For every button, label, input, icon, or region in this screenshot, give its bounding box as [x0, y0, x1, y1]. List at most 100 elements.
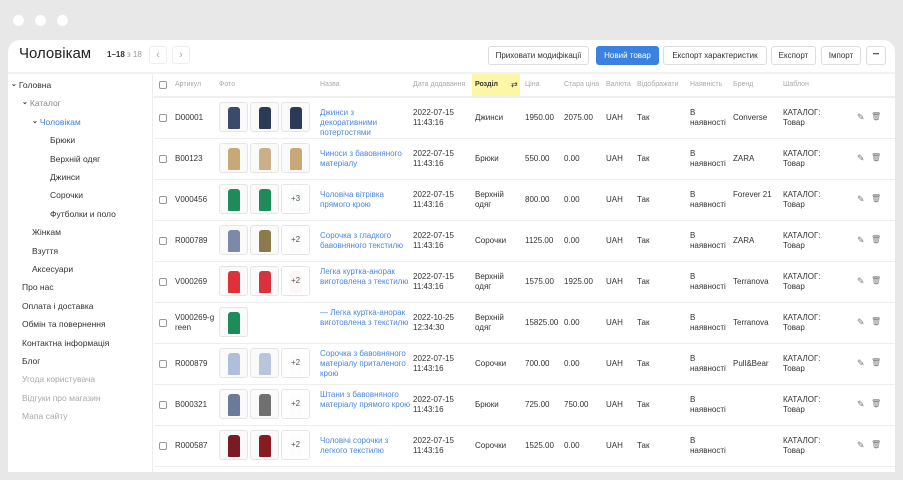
row-checkbox[interactable] [159, 401, 167, 409]
sidebar-item[interactable]: Жінкам [32, 227, 61, 237]
hide-modifications-button[interactable]: Приховати модифікації [488, 46, 589, 65]
export-specs-button[interactable]: Експорт характеристик [663, 46, 767, 65]
column-header-4[interactable]: Розділ [472, 74, 520, 96]
edit-icon[interactable]: ✎ [857, 358, 865, 368]
product-photo[interactable] [219, 348, 248, 378]
sidebar-item[interactable]: Аксесуари [32, 264, 73, 274]
edit-icon[interactable]: ✎ [857, 399, 865, 409]
import-button[interactable]: Імпорт [821, 46, 861, 65]
product-name-link[interactable]: Чиноси з бавовняного матеріалу [320, 149, 402, 168]
trash-icon[interactable]: 🗑 [871, 235, 882, 244]
product-photo[interactable] [250, 102, 279, 132]
table-row[interactable]: B000321 +2 Штани з бавовняного матеріалу п… [154, 385, 895, 426]
column-header-0[interactable]: Артикул [175, 81, 202, 88]
sidebar-item[interactable]: Взуття [32, 246, 58, 256]
row-checkbox[interactable] [159, 196, 167, 204]
sidebar-item[interactable]: Відгуки про магазин [22, 393, 101, 403]
row-checkbox[interactable] [159, 155, 167, 163]
column-header-5[interactable]: Ціна [525, 81, 540, 88]
product-photo[interactable] [250, 266, 279, 296]
sidebar-item[interactable]: Сорочки [50, 190, 83, 200]
sidebar-item[interactable]: Угода користувача [22, 374, 95, 384]
column-header-2[interactable]: Назва [320, 81, 340, 88]
window-dot-icon[interactable] [13, 15, 24, 26]
sidebar-item[interactable]: Верхній одяг [50, 154, 100, 164]
sort-icon[interactable]: ⇄ [511, 80, 518, 89]
product-name-link[interactable]: Сорочка з бавовняного матеріалу притален… [320, 349, 406, 378]
new-product-button[interactable]: Новий товар [596, 46, 659, 65]
product-photo[interactable] [250, 430, 279, 460]
select-all-checkbox[interactable] [159, 81, 167, 89]
sidebar-item[interactable]: Обмін та повернення [22, 319, 106, 329]
edit-icon[interactable]: ✎ [857, 276, 865, 286]
trash-icon[interactable]: 🗑 [871, 358, 882, 367]
product-photo[interactable] [281, 102, 310, 132]
column-header-8[interactable]: Відображати [637, 81, 679, 88]
column-header-9[interactable]: Наявність [690, 81, 723, 88]
product-name-link[interactable]: Чоловічі сорочки з легкого текстилю [320, 436, 389, 455]
trash-icon[interactable]: 🗑 [871, 112, 882, 121]
sidebar-item[interactable]: Оплата і доставка [22, 301, 93, 311]
next-page-button[interactable]: › [172, 46, 190, 64]
product-name-link[interactable]: Чоловіча вітрівка прямого крою [320, 190, 384, 209]
sidebar-item[interactable]: Футболки и поло [50, 209, 116, 219]
edit-icon[interactable]: ✎ [857, 112, 865, 122]
trash-icon[interactable]: 🗑 [871, 317, 882, 326]
more-photos-count[interactable]: +3 [282, 185, 309, 213]
more-photos-count[interactable]: +2 [282, 431, 309, 459]
product-photo[interactable] [219, 307, 248, 337]
product-photo[interactable] [219, 184, 248, 214]
product-photo[interactable] [250, 389, 279, 419]
product-photo[interactable] [250, 143, 279, 173]
prev-page-button[interactable]: ‹ [149, 46, 167, 64]
product-photo[interactable]: +2 [281, 348, 310, 378]
product-photo[interactable] [219, 102, 248, 132]
sidebar-item[interactable]: Контактна інформація [22, 338, 109, 348]
column-header-6[interactable]: Стара ціна [564, 81, 600, 88]
product-photo[interactable] [250, 225, 279, 255]
edit-icon[interactable]: ✎ [857, 440, 865, 450]
row-checkbox[interactable] [159, 442, 167, 450]
product-name-link[interactable]: Джинси з декоративними потертостями [320, 108, 378, 137]
product-photo[interactable] [219, 143, 248, 173]
edit-icon[interactable]: ✎ [857, 317, 865, 327]
more-photos-count[interactable]: +2 [282, 390, 309, 418]
table-row[interactable]: V000456 +3 Чоловіча вітрівка прямого крою 2… [154, 180, 895, 221]
product-photo[interactable] [281, 143, 310, 173]
more-photos-count[interactable]: +2 [282, 226, 309, 254]
product-photo[interactable] [219, 225, 248, 255]
window-dot-icon[interactable] [35, 15, 46, 26]
sidebar-item[interactable]: ⌄ Каталог [22, 98, 61, 108]
table-row[interactable]: B00123 Чиноси з бавовняного матеріалу 2022… [154, 139, 895, 180]
table-row[interactable]: D00001 Джинси з декоративними потертостям… [154, 98, 895, 139]
product-photo[interactable] [250, 348, 279, 378]
product-photo[interactable] [219, 389, 248, 419]
table-row[interactable]: R000879 +2 Сорочка з бавовняного матеріалу… [154, 344, 895, 385]
more-icon[interactable]: ••• [866, 46, 886, 65]
column-header-7[interactable]: Валюта [606, 81, 631, 88]
row-checkbox[interactable] [159, 278, 167, 286]
export-button[interactable]: Експорт [771, 46, 816, 65]
product-photo[interactable]: +2 [281, 225, 310, 255]
sidebar-item[interactable]: ⌄ Чоловікам [32, 117, 81, 127]
edit-icon[interactable]: ✎ [857, 194, 865, 204]
window-dot-icon[interactable] [57, 15, 68, 26]
sidebar-item[interactable]: ⌄ Головна [11, 80, 51, 90]
product-photo[interactable]: +3 [281, 184, 310, 214]
product-photo[interactable] [219, 266, 248, 296]
table-row[interactable]: V000269 +2 Легка куртка-анорак виготовлена… [154, 262, 895, 303]
table-row[interactable]: R000789 +2 Сорочка з гладкого бавовняного … [154, 221, 895, 262]
row-checkbox[interactable] [159, 114, 167, 122]
product-photo[interactable] [219, 430, 248, 460]
product-name-link[interactable]: — Легка куртка-анорак виготовлена з текс… [320, 308, 409, 327]
product-photo[interactable]: +2 [281, 266, 310, 296]
edit-icon[interactable]: ✎ [857, 235, 865, 245]
sidebar-item[interactable]: Джинси [50, 172, 80, 182]
edit-icon[interactable]: ✎ [857, 153, 865, 163]
sidebar-item[interactable]: Мапа сайту [22, 411, 68, 421]
row-checkbox[interactable] [159, 237, 167, 245]
sidebar-item[interactable]: Брюки [50, 135, 75, 145]
product-name-link[interactable]: Легка куртка-анорак виготовлена з тексти… [320, 267, 409, 286]
more-photos-count[interactable]: +2 [282, 349, 309, 377]
sidebar-item[interactable]: Про нас [22, 282, 54, 292]
